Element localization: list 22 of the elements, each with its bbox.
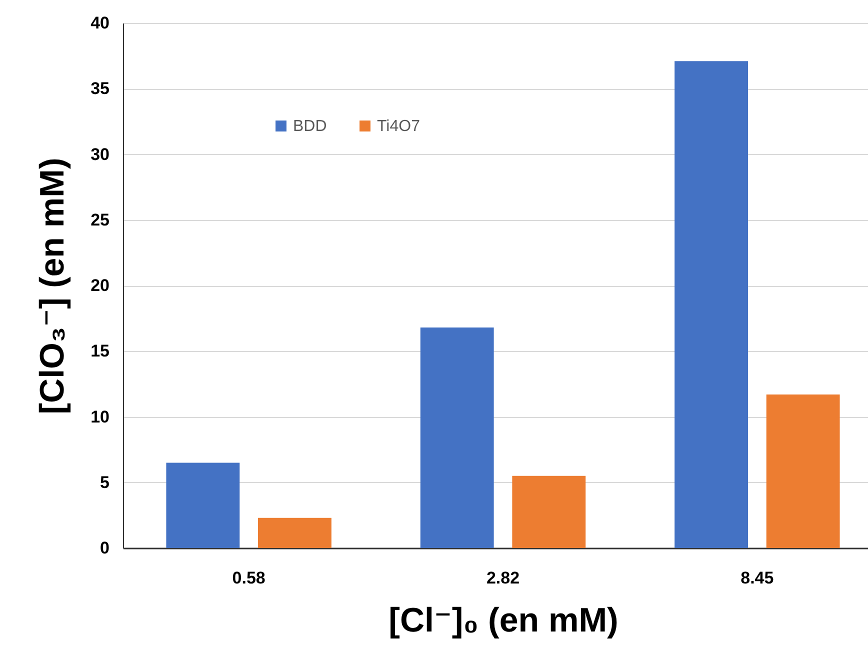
- y-axis-title: [ClO₃⁻] (en mM): [34, 158, 72, 414]
- bar: [674, 61, 748, 548]
- bar: [258, 518, 332, 548]
- x-tick-label: 2.82: [486, 568, 520, 588]
- bar: [166, 462, 240, 548]
- bar: [766, 394, 840, 548]
- x-tick-label: 8.45: [740, 568, 774, 588]
- y-tick-label: 20: [90, 276, 110, 295]
- legend-label: BDD: [293, 118, 327, 135]
- y-tick-label: 0: [100, 538, 110, 558]
- legend-label: Ti4O7: [377, 118, 420, 135]
- x-axis-title: [Cl⁻]₀ (en mM): [388, 602, 618, 640]
- y-tick-label: 15: [90, 342, 110, 361]
- bar: [420, 328, 494, 548]
- x-tick-label: 0.58: [232, 568, 266, 588]
- y-tick-label: 40: [90, 14, 110, 32]
- y-tick-label: 10: [90, 407, 110, 426]
- y-tick-label: 25: [90, 210, 110, 230]
- y-tick-label: 30: [90, 144, 110, 164]
- bar: [512, 476, 586, 548]
- y-tick-label: 35: [90, 79, 110, 98]
- y-tick-label: 5: [100, 472, 110, 492]
